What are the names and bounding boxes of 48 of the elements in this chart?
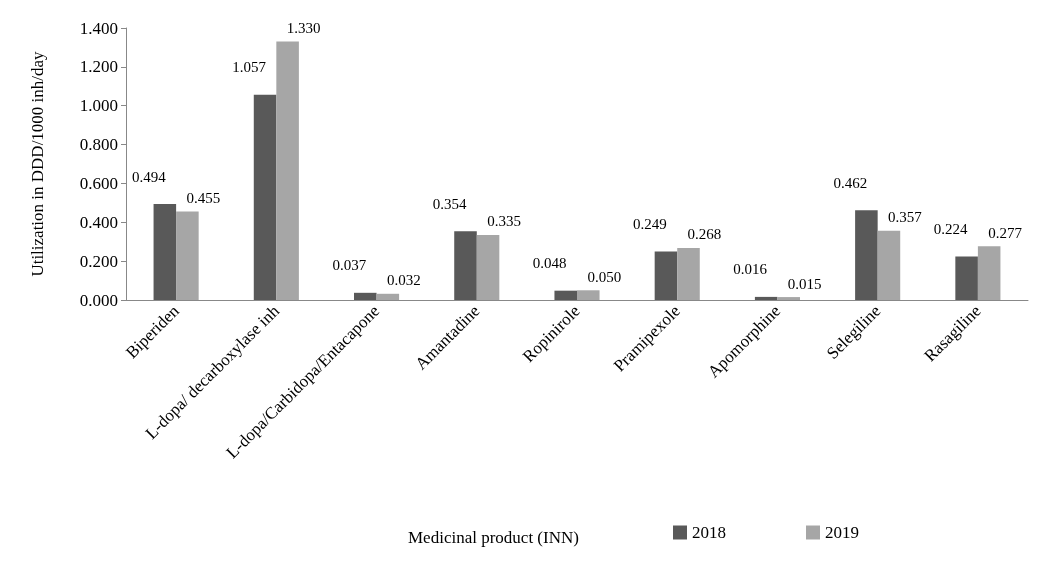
data-label: 0.249	[633, 216, 667, 233]
data-label: 0.037	[332, 257, 367, 274]
bar	[677, 247, 700, 300]
y-tick-label: 0.000	[79, 290, 118, 310]
x-axis-title: Medicinal product (INN)	[408, 528, 579, 547]
y-tick-label: 0.800	[79, 135, 118, 155]
bar	[855, 210, 878, 300]
bar	[253, 94, 277, 300]
bar	[777, 297, 800, 300]
data-label: 0.224	[933, 220, 968, 237]
y-tick-label: 0.600	[79, 173, 118, 193]
bar	[354, 292, 377, 300]
data-label: 0.357	[888, 209, 923, 226]
data-label: 0.016	[733, 261, 768, 278]
data-label: 1.057	[232, 59, 267, 76]
y-axis-title: Utilization in DDD/1000 inh/day	[28, 50, 47, 277]
bar	[877, 230, 901, 300]
bar	[476, 234, 500, 300]
data-label: 0.277	[988, 224, 1023, 241]
data-label: 0.268	[687, 226, 722, 243]
legend-label: 2018	[692, 523, 726, 542]
data-label: 1.330	[286, 20, 321, 37]
bar	[754, 296, 778, 300]
y-tick-label: 1.400	[79, 18, 118, 38]
data-label: 0.494	[131, 168, 167, 185]
bar	[577, 290, 600, 300]
bar	[654, 251, 678, 300]
bar	[153, 204, 177, 300]
legend-label: 2019	[825, 523, 859, 542]
bar	[955, 256, 978, 300]
bar	[376, 293, 400, 300]
data-label: 0.032	[386, 272, 421, 289]
data-label: 0.048	[532, 255, 567, 272]
y-tick-label: 1.000	[79, 96, 118, 116]
data-label: 0.050	[587, 268, 622, 285]
data-label: 0.335	[487, 213, 521, 230]
data-label: 0.455	[186, 190, 221, 207]
y-tick-label: 1.200	[79, 57, 118, 77]
y-tick-label: 0.200	[79, 251, 118, 271]
data-label: 0.354	[432, 195, 467, 212]
data-label: 0.015	[787, 275, 822, 292]
bar	[554, 290, 577, 300]
bar	[454, 231, 477, 300]
data-label: 0.462	[833, 174, 868, 191]
bar	[977, 246, 1001, 300]
y-tick-label: 0.400	[79, 212, 118, 232]
bar	[176, 211, 199, 300]
bar	[276, 41, 299, 300]
